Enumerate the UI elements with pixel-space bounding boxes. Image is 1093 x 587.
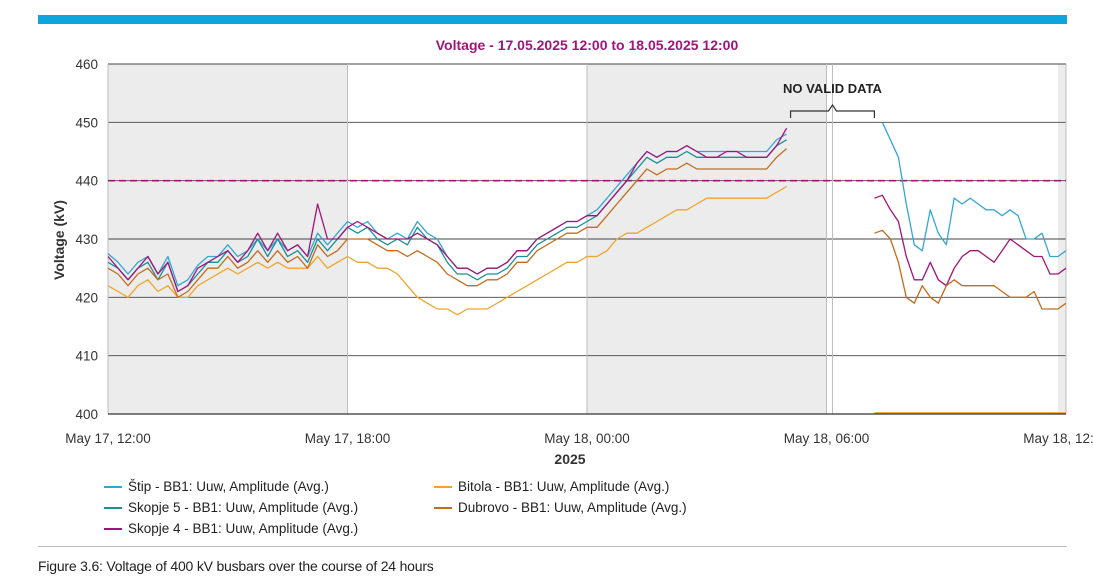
legend-item-2: Skopje 4 - BB1: Uuw, Amplitude (Avg.) <box>104 518 434 539</box>
x-tick-label-4: May 18, 12:00 <box>1023 431 1093 446</box>
y-tick-label-440: 440 <box>75 174 98 189</box>
series-line-0-seg-1 <box>881 122 1067 258</box>
legend-item-1: Skopje 5 - BB1: Uuw, Amplitude (Avg.) <box>104 497 434 518</box>
legend-item-0: Štip - BB1: Uuw, Amplitude (Avg.) <box>104 476 434 497</box>
legend-swatch-0 <box>104 485 122 488</box>
series-line-2-seg-1 <box>874 194 1067 287</box>
voltage-chart: Voltage - 17.05.2025 12:00 to 18.05.2025… <box>51 37 1093 467</box>
y-axis-label: Voltage (kV) <box>51 200 67 280</box>
series-lines <box>107 122 1067 414</box>
series-line-4-seg-1 <box>874 229 1067 310</box>
legend-label-0: Štip - BB1: Uuw, Amplitude (Avg.) <box>128 479 329 494</box>
no-valid-data-annotation: NO VALID DATA <box>783 81 883 118</box>
legend: Štip - BB1: Uuw, Amplitude (Avg.) Bitola … <box>104 476 744 538</box>
annotation-bracket <box>789 103 875 118</box>
figure-caption: Figure 3.6: Voltage of 400 kV busbars ov… <box>38 558 434 574</box>
annotation-label: NO VALID DATA <box>783 81 883 96</box>
legend-label-1: Skopje 5 - BB1: Uuw, Amplitude (Avg.) <box>128 500 359 515</box>
legend-item-3: Bitola - BB1: Uuw, Amplitude (Avg.) <box>434 476 734 497</box>
chart-title: Voltage - 17.05.2025 12:00 to 18.05.2025… <box>436 37 739 53</box>
legend-label-4: Dubrovo - BB1: Uuw, Amplitude (Avg.) <box>458 500 687 515</box>
y-tick-label-460: 460 <box>75 57 98 72</box>
legend-swatch-1 <box>104 506 122 509</box>
legend-item-4: Dubrovo - BB1: Uuw, Amplitude (Avg.) <box>434 497 734 518</box>
legend-label-2: Skopje 4 - BB1: Uuw, Amplitude (Avg.) <box>128 521 359 536</box>
legend-swatch-2 <box>104 527 122 530</box>
axes: 400 410 420 430 440 450 460 May 17, 12:00 May 17… <box>65 57 1093 446</box>
x-axis-label: 2025 <box>554 451 585 467</box>
series-line-3-seg-0 <box>107 185 787 316</box>
legend-swatch-3 <box>434 485 452 488</box>
x-tick-label-1: May 17, 18:00 <box>305 431 391 446</box>
caption-divider <box>38 546 1067 547</box>
x-tick-label-2: May 18, 00:00 <box>544 431 630 446</box>
top-accent-bar <box>38 15 1067 24</box>
y-tick-label-430: 430 <box>75 232 98 247</box>
legend-swatch-4 <box>434 506 452 509</box>
y-tick-label-420: 420 <box>75 290 98 305</box>
y-tick-label-400: 400 <box>75 407 98 422</box>
legend-label-3: Bitola - BB1: Uuw, Amplitude (Avg.) <box>458 479 670 494</box>
y-tick-label-450: 450 <box>75 115 98 130</box>
series-line-1-seg-0 <box>107 139 787 293</box>
series-line-2-seg-0 <box>107 127 788 293</box>
series-line-4-seg-0 <box>107 148 788 298</box>
x-tick-label-0: May 17, 12:00 <box>65 431 151 446</box>
y-tick-label-410: 410 <box>75 349 98 364</box>
x-tick-label-3: May 18, 06:00 <box>784 431 870 446</box>
